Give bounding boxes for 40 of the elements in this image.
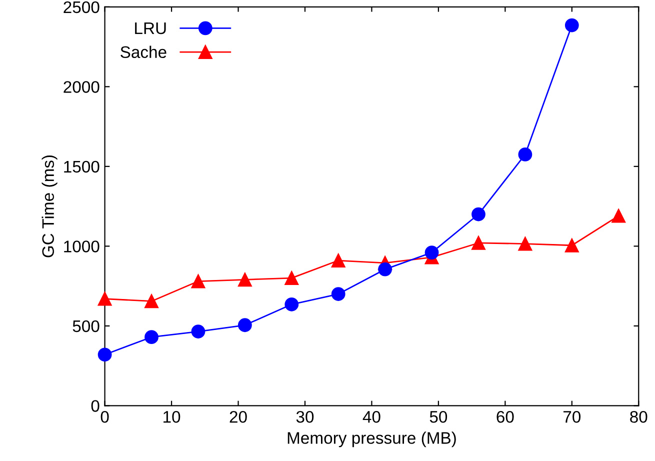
y-tick-label: 1000 <box>64 240 100 252</box>
x-tick-label: 0 <box>100 410 109 423</box>
x-tick-label: 70 <box>563 410 581 423</box>
point <box>612 208 626 223</box>
x-tick-label: 50 <box>430 410 448 423</box>
point <box>564 18 579 32</box>
x-tick-label: 10 <box>164 410 180 423</box>
point <box>144 330 158 344</box>
legend-label: Sache <box>120 46 166 58</box>
x-axis-title: Memory pressure (MB) <box>288 432 456 448</box>
point <box>331 254 346 268</box>
x-tick-label: 30 <box>296 410 314 423</box>
x-tick-label: 80 <box>630 410 648 423</box>
point <box>144 294 158 308</box>
point <box>424 246 439 260</box>
point <box>472 236 486 250</box>
point <box>238 318 252 332</box>
point <box>472 207 486 222</box>
y-tick-label: 0 <box>91 400 100 412</box>
y-tick-label: 500 <box>72 320 100 332</box>
legend-label: LRU <box>135 22 166 34</box>
x-tick-label: 20 <box>230 410 247 423</box>
y-axis-title: GC Time (ms) <box>42 155 58 258</box>
y-tick-label: 2000 <box>64 81 100 93</box>
point <box>518 236 532 251</box>
point <box>284 271 299 286</box>
x-tick-label: 60 <box>496 410 514 423</box>
point <box>284 297 299 312</box>
point <box>191 274 206 288</box>
point <box>564 238 579 252</box>
point <box>378 262 392 276</box>
point <box>331 287 346 301</box>
y-tick-label: 1500 <box>64 160 100 173</box>
point <box>518 148 532 162</box>
point <box>191 324 206 338</box>
point <box>98 292 112 306</box>
point <box>238 272 252 287</box>
point <box>98 348 112 362</box>
x-tick-label: 40 <box>362 410 380 423</box>
y-tick-label: 2500 <box>64 1 100 14</box>
